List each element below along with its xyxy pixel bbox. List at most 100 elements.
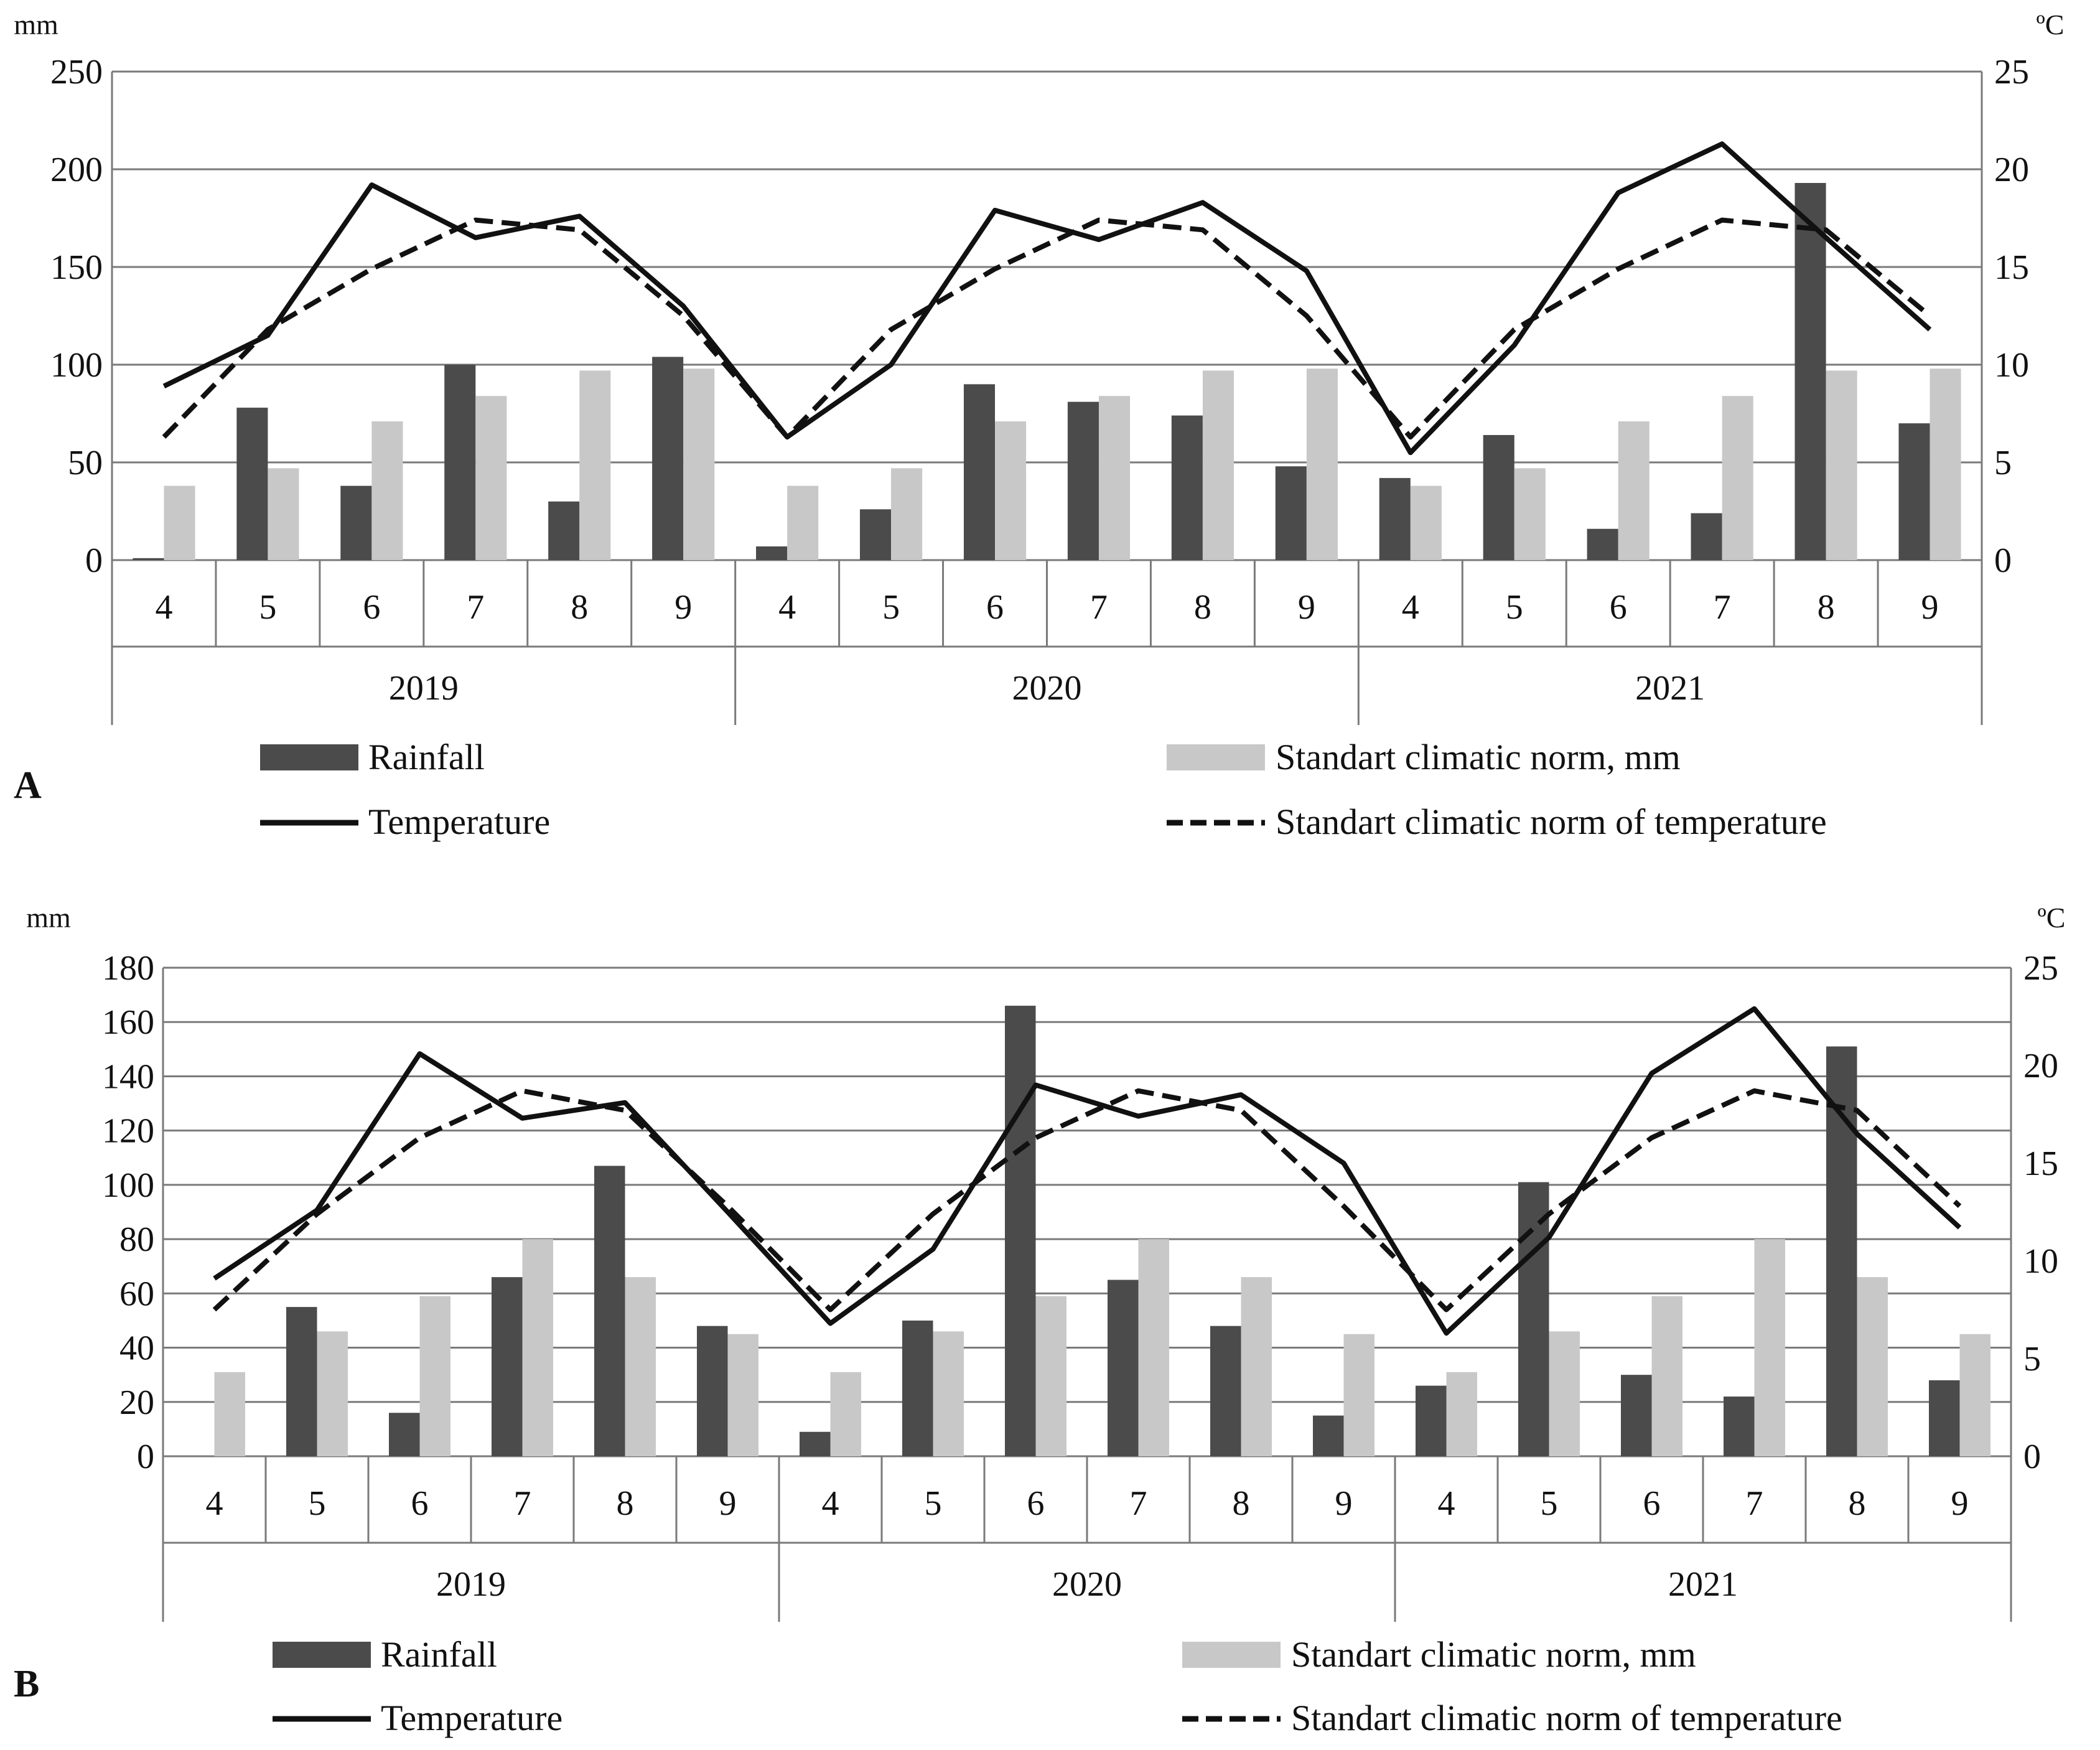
legend-swatch-norm-rain: [1182, 1642, 1281, 1668]
legend-swatch-norm-rain: [1167, 744, 1265, 770]
legend-label-norm-rain: Standart climatic norm, mm: [1276, 737, 1681, 777]
left-axis-unit: mm: [14, 9, 58, 40]
month-label: 4: [155, 588, 172, 627]
rainfall-bar: [963, 384, 996, 560]
right-tick-label: 10: [2023, 1242, 2058, 1281]
norm-rain-bar: [419, 1296, 450, 1456]
legend-label-norm-temp: Standart climatic norm of temperature: [1276, 802, 1827, 842]
norm-temperature-line: [162, 217, 1932, 440]
rainfall-bar: [756, 546, 788, 560]
left-tick-label: 120: [102, 1112, 154, 1151]
month-label: 5: [925, 1484, 942, 1523]
norm-rain-bar: [1826, 370, 1857, 560]
right-axis-ticks: 0 5 10 15 20 25: [1994, 53, 2029, 580]
right-axis-unit: ºC: [2037, 9, 2065, 40]
left-tick-label: 100: [50, 346, 103, 385]
norm-rain-bar: [475, 396, 507, 560]
rainfall-bar: [1275, 466, 1307, 560]
legend: Rainfall Standart climatic norm, mm Temp…: [260, 737, 1827, 842]
month-label: 7: [1746, 1484, 1763, 1523]
left-tick-label: 40: [119, 1329, 154, 1368]
right-tick-label: 20: [1994, 151, 2029, 189]
right-tick-label: 0: [2023, 1438, 2041, 1476]
norm-rain-bar: [317, 1331, 348, 1456]
norm-temperature-line: [212, 1088, 1962, 1312]
rainfall-bar: [1621, 1375, 1652, 1456]
left-tick-label: 60: [119, 1275, 154, 1313]
rainfall-bar: [860, 509, 892, 560]
month-label: 9: [1298, 588, 1315, 627]
norm-rain-bar: [891, 468, 923, 560]
month-label: 9: [674, 588, 692, 627]
month-label: 4: [1438, 1484, 1455, 1523]
left-tick-label: 200: [50, 151, 103, 189]
norm-rain-bar: [371, 421, 403, 560]
right-tick-label: 5: [1994, 444, 2012, 482]
norm-rain-bar: [1446, 1372, 1477, 1456]
left-axis-unit: mm: [26, 902, 71, 933]
rainfall-bar: [1724, 1397, 1755, 1456]
norm-rain-bar: [1857, 1277, 1888, 1456]
panel-label: B: [14, 1663, 39, 1705]
right-axis-ticks: 0 5 10 15 20 25: [2023, 949, 2058, 1476]
year-labels: 2019 2020 2021: [389, 669, 1705, 708]
rainfall-bar: [1313, 1415, 1344, 1456]
norm-rain-bar: [164, 485, 195, 560]
right-tick-label: 15: [1994, 248, 2029, 287]
rainfall-bar: [548, 501, 580, 560]
norm-rain-bar: [1241, 1277, 1272, 1456]
norm-rain-bar: [1754, 1239, 1785, 1456]
rainfall-bar: [1483, 435, 1514, 560]
month-label: 6: [411, 1484, 429, 1523]
rainfall-bar: [1379, 478, 1411, 560]
left-tick-label: 180: [102, 949, 154, 988]
month-label: 8: [1233, 1484, 1250, 1523]
legend: Rainfall Standart climatic norm, mm Temp…: [273, 1634, 1842, 1738]
month-label: 6: [363, 588, 380, 627]
norm-rain-bar: [683, 368, 715, 560]
bar-series: [133, 182, 1961, 561]
rainfall-bar: [800, 1431, 831, 1456]
right-axis-unit: ºC: [2038, 902, 2066, 933]
right-tick-label: 5: [2023, 1340, 2041, 1378]
rainfall-bar: [652, 357, 684, 560]
rainfall-bar: [1518, 1182, 1549, 1456]
right-tick-label: 20: [2023, 1047, 2058, 1085]
year-label: 2020: [1012, 669, 1082, 708]
month-label: 6: [1027, 1484, 1045, 1523]
norm-rain-bar: [522, 1239, 553, 1456]
bar-series: [214, 1006, 1990, 1456]
left-tick-label: 250: [50, 53, 103, 91]
left-axis-ticks: 0 20 40 60 80 100 120 140 160 180: [102, 949, 154, 1476]
norm-rain-bar: [1930, 368, 1961, 560]
rainfall-bar: [133, 558, 164, 560]
month-label: 4: [778, 588, 796, 627]
category-axis: [162, 968, 2012, 1622]
norm-rain-bar: [1098, 396, 1131, 560]
left-tick-label: 0: [85, 541, 103, 580]
month-label: 7: [1090, 588, 1108, 627]
norm-rain-bar: [1959, 1334, 1990, 1456]
panel-label: A: [14, 764, 42, 807]
legend-label-norm-temp: Standart climatic norm of temperature: [1291, 1698, 1842, 1738]
legend-label-temperature: Temperature: [381, 1698, 562, 1738]
right-tick-label: 0: [1994, 541, 2012, 580]
month-label: 8: [617, 1484, 634, 1523]
norm-rain-bar: [579, 370, 611, 560]
left-tick-label: 160: [102, 1003, 154, 1042]
norm-rain-bar: [625, 1277, 656, 1456]
legend-label-temperature: Temperature: [368, 802, 550, 842]
legend-swatch-rainfall: [273, 1642, 371, 1668]
norm-rain-bar: [1410, 485, 1442, 560]
norm-rain-bar: [1722, 396, 1753, 560]
line-series: [162, 141, 1932, 456]
rainfall-bar: [1587, 528, 1618, 560]
norm-rain-bar: [1514, 468, 1546, 560]
year-label: 2020: [1052, 1565, 1122, 1604]
temperature-line: [213, 1006, 1962, 1336]
right-tick-label: 25: [2023, 949, 2058, 988]
left-tick-label: 150: [50, 248, 103, 287]
rainfall-bar: [1171, 415, 1203, 560]
norm-rain-bar: [995, 421, 1027, 560]
